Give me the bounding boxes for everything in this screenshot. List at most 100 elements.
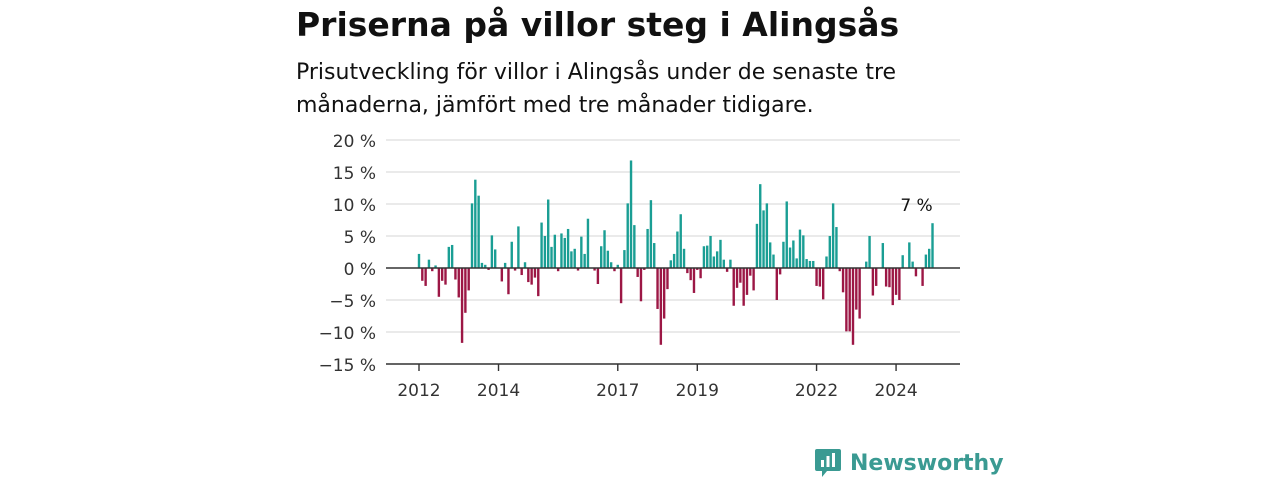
x-tick-label: 2017 — [596, 381, 639, 401]
bar — [712, 256, 716, 268]
bar — [500, 268, 504, 282]
bar — [931, 223, 934, 268]
grid-lines — [386, 139, 960, 365]
bar — [699, 268, 702, 279]
y-tick-label: 0 % — [344, 260, 376, 280]
bar — [881, 243, 885, 268]
bar — [659, 268, 663, 345]
bar — [583, 253, 586, 268]
bar — [719, 239, 722, 268]
bar — [715, 251, 719, 268]
bar — [636, 268, 639, 277]
bar — [749, 268, 752, 276]
bar — [480, 262, 484, 268]
bar — [772, 254, 775, 268]
bar — [434, 265, 437, 268]
bar — [805, 259, 808, 268]
bar — [745, 268, 749, 295]
bar — [517, 226, 520, 268]
bar — [510, 241, 513, 268]
bar — [702, 246, 706, 268]
bar — [444, 268, 447, 285]
bar — [841, 268, 845, 293]
bar — [762, 210, 765, 268]
bar — [513, 268, 517, 271]
bar — [901, 255, 904, 268]
bar — [593, 268, 596, 271]
bar — [580, 236, 583, 268]
bar — [812, 260, 815, 268]
y-tick-label: −5 % — [329, 292, 376, 312]
bar — [643, 268, 646, 270]
bar — [682, 248, 686, 268]
bar — [765, 203, 769, 268]
bar — [858, 268, 861, 319]
bar — [543, 236, 547, 268]
bar — [520, 268, 523, 276]
bar — [626, 203, 629, 268]
bar — [603, 230, 606, 268]
bar — [706, 245, 709, 268]
bar — [795, 258, 798, 268]
bar — [649, 200, 653, 268]
bar — [606, 250, 610, 268]
bar — [523, 262, 527, 268]
bar — [735, 268, 739, 288]
bar — [566, 228, 570, 268]
bars — [417, 160, 934, 345]
bar — [851, 268, 855, 345]
bar — [732, 268, 735, 306]
bar — [563, 237, 566, 268]
chart-subtitle: Prisutveckling för villor i Alingsås und… — [296, 60, 897, 118]
y-tick-label: 15 % — [333, 164, 376, 184]
bar — [600, 246, 603, 268]
bar — [616, 264, 619, 268]
bar — [792, 240, 795, 268]
bar — [484, 264, 487, 268]
bar — [613, 268, 616, 272]
bar — [596, 268, 600, 284]
chart-title: Priserna på villor steg i Alingsås — [296, 5, 900, 44]
bar — [778, 268, 782, 275]
bar — [775, 268, 778, 300]
bar — [454, 268, 457, 280]
bar — [503, 262, 507, 268]
bar — [924, 254, 928, 268]
bar — [666, 268, 669, 290]
bar — [437, 268, 441, 297]
newsworthy-icon — [815, 449, 841, 477]
bar — [464, 268, 467, 313]
bar — [874, 268, 878, 286]
bar — [457, 268, 460, 298]
bar — [490, 235, 494, 268]
bar — [570, 251, 573, 268]
bar — [759, 184, 762, 268]
x-tick-label: 2014 — [477, 381, 520, 401]
x-tick-label: 2019 — [676, 381, 719, 401]
bar — [470, 203, 474, 268]
bar — [672, 253, 676, 268]
bar — [573, 248, 576, 268]
bar — [646, 228, 649, 268]
bar — [798, 229, 802, 268]
bar — [427, 259, 431, 268]
bar — [662, 268, 666, 319]
bar — [553, 234, 557, 268]
bar — [530, 268, 533, 285]
bar — [487, 268, 490, 270]
bar — [547, 199, 550, 268]
bar — [865, 261, 868, 268]
bar — [431, 268, 434, 272]
newsworthy-wordmark: Newsworthy — [850, 450, 1004, 476]
bar — [696, 268, 699, 270]
bar — [908, 242, 911, 268]
y-tick-label: −15 % — [319, 356, 376, 376]
bar — [911, 261, 914, 268]
bar — [729, 259, 732, 268]
bar — [540, 222, 543, 268]
bar — [560, 233, 563, 268]
y-tick-label: 10 % — [333, 196, 376, 216]
bar — [898, 268, 901, 300]
bar — [440, 268, 444, 281]
y-tick-label: 5 % — [344, 228, 376, 248]
